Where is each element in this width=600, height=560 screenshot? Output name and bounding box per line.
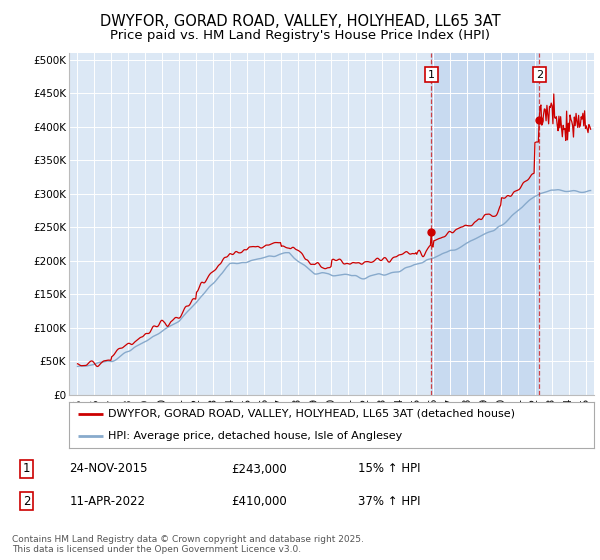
Text: 2: 2	[23, 494, 30, 508]
Text: HPI: Average price, detached house, Isle of Anglesey: HPI: Average price, detached house, Isle…	[109, 431, 403, 441]
Text: £243,000: £243,000	[231, 463, 287, 475]
Text: 1: 1	[23, 463, 30, 475]
Text: 11-APR-2022: 11-APR-2022	[70, 494, 146, 508]
Text: £410,000: £410,000	[231, 494, 287, 508]
Text: Contains HM Land Registry data © Crown copyright and database right 2025.
This d: Contains HM Land Registry data © Crown c…	[12, 535, 364, 554]
Text: 37% ↑ HPI: 37% ↑ HPI	[358, 494, 420, 508]
Text: 1: 1	[428, 69, 435, 80]
Text: Price paid vs. HM Land Registry's House Price Index (HPI): Price paid vs. HM Land Registry's House …	[110, 29, 490, 42]
Bar	[431, 53, 539, 395]
Text: DWYFOR, GORAD ROAD, VALLEY, HOLYHEAD, LL65 3AT (detached house): DWYFOR, GORAD ROAD, VALLEY, HOLYHEAD, LL…	[109, 409, 515, 418]
Text: 15% ↑ HPI: 15% ↑ HPI	[358, 463, 420, 475]
Text: DWYFOR, GORAD ROAD, VALLEY, HOLYHEAD, LL65 3AT: DWYFOR, GORAD ROAD, VALLEY, HOLYHEAD, LL…	[100, 14, 500, 29]
Text: 2: 2	[536, 69, 543, 80]
Text: 24-NOV-2015: 24-NOV-2015	[70, 463, 148, 475]
